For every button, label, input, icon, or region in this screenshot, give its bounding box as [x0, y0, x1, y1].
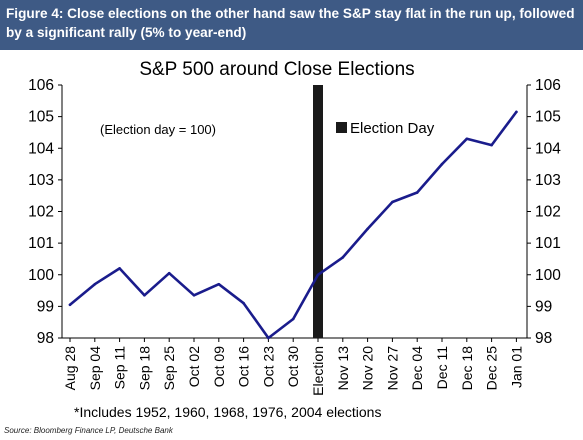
x-tick-label: Sep 11	[112, 346, 128, 390]
data-point	[167, 271, 171, 275]
x-tick-label: Oct 23	[260, 346, 276, 387]
y-tick-label-right: 99	[535, 298, 552, 315]
x-tick-label: Aug 28	[62, 346, 78, 391]
y-tick-label-right: 101	[535, 235, 561, 252]
x-tick-label: Dec 25	[484, 346, 500, 391]
y-tick-label-left: 103	[28, 172, 54, 189]
data-point	[391, 200, 394, 204]
election-day-bar	[313, 85, 323, 338]
y-tick-label-right: 104	[535, 140, 561, 157]
data-point	[93, 282, 97, 286]
figure-caption: Figure 4: Close elections on the other h…	[0, 0, 583, 50]
y-tick-label-right: 105	[535, 109, 561, 126]
y-tick-label-left: 101	[28, 235, 54, 252]
data-point	[465, 137, 469, 141]
data-point	[490, 143, 493, 147]
data-point	[291, 317, 295, 321]
y-tick-label-left: 102	[28, 204, 54, 221]
sp500-series-line	[68, 110, 518, 340]
x-tick-label: Dec 04	[409, 346, 425, 391]
data-point	[68, 303, 72, 307]
data-point	[192, 294, 196, 297]
y-tick-label-left: 99	[37, 298, 54, 315]
x-tick-label: Nov 27	[384, 346, 400, 391]
x-tick-label: Sep 25	[161, 346, 177, 391]
y-tick-label-right: 103	[535, 172, 561, 189]
x-tick-label: Nov 20	[360, 346, 376, 391]
x-tick-label: Oct 16	[236, 346, 252, 387]
y-tick-label-left: 104	[28, 140, 54, 157]
x-tick-label: Sep 18	[136, 346, 152, 391]
chart-annotation: (Election day = 100)	[100, 122, 216, 137]
y-tick-label-left: 106	[28, 77, 54, 94]
x-tick-label: Dec 11	[434, 346, 450, 390]
x-tick-label: Jan 01	[508, 346, 524, 388]
data-point	[341, 256, 345, 259]
x-tick-label: Oct 02	[186, 346, 202, 387]
x-tick-label: Sep 04	[87, 346, 103, 391]
x-tick-label: Election	[310, 346, 326, 396]
chart-title: S&P 500 around Close Elections	[139, 59, 414, 80]
data-point	[415, 191, 419, 194]
x-tick-label: Oct 09	[211, 346, 227, 387]
y-tick-label-left: 98	[37, 330, 54, 347]
y-tick-label-left: 100	[28, 267, 54, 284]
x-tick-label: Nov 13	[335, 346, 351, 391]
y-tick-label-right: 98	[535, 330, 552, 347]
chart-source: Source: Bloomberg Finance LP, Deutsche B…	[4, 426, 174, 435]
legend-swatch	[336, 122, 347, 133]
data-point	[267, 336, 270, 340]
y-tick-label-right: 100	[535, 267, 561, 284]
y-tick-label-left: 105	[28, 109, 54, 126]
data-point	[217, 282, 221, 286]
y-tick-label-right: 102	[535, 204, 561, 221]
data-point	[143, 294, 146, 297]
y-tick-label-right: 106	[535, 77, 561, 94]
data-point	[515, 110, 518, 114]
data-point	[316, 273, 320, 277]
data-point	[118, 267, 121, 270]
legend-label: Election Day	[350, 120, 435, 137]
data-point	[242, 301, 245, 305]
x-tick-label: Oct 30	[285, 346, 301, 387]
chart-footnote: *Includes 1952, 1960, 1968, 1976, 2004 e…	[74, 404, 381, 420]
x-tick-label: Dec 18	[459, 346, 475, 391]
data-point	[440, 162, 444, 166]
data-point	[366, 227, 369, 231]
